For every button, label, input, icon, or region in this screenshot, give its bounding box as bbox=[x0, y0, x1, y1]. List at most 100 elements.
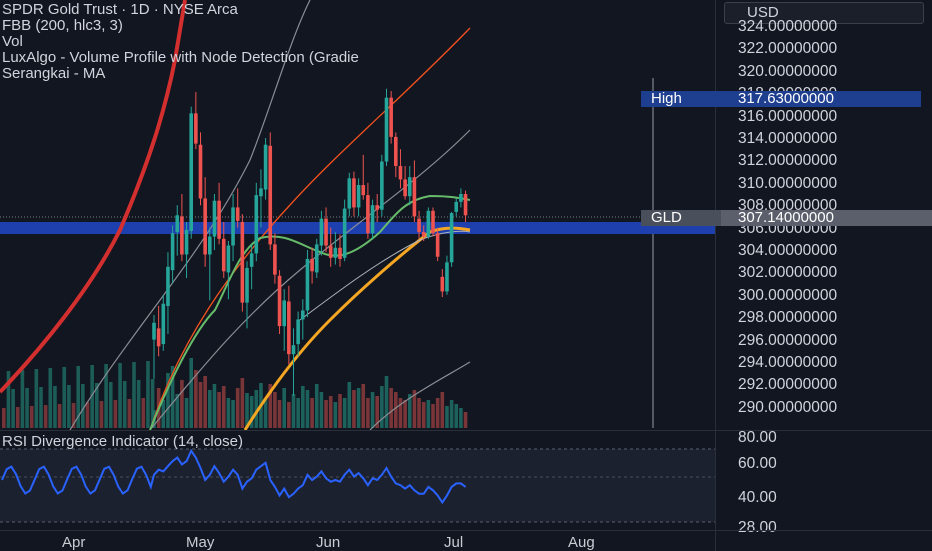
candle-body bbox=[180, 216, 184, 255]
indicator-fbb[interactable]: FBB (200, hlc3, 3) bbox=[2, 17, 123, 34]
volume-bar bbox=[2, 408, 6, 428]
candle bbox=[203, 177, 207, 267]
candle-body bbox=[235, 207, 240, 221]
candle-body bbox=[198, 144, 203, 199]
volume-bar bbox=[449, 400, 454, 428]
candle-body bbox=[152, 322, 156, 340]
volume-bar bbox=[166, 373, 170, 428]
volume-bar bbox=[310, 398, 314, 428]
price-tick-label: 308.00000000 bbox=[738, 197, 838, 215]
candle bbox=[407, 166, 412, 206]
candle-body bbox=[254, 195, 259, 254]
candle-body bbox=[166, 266, 170, 306]
candle bbox=[226, 241, 231, 300]
volume-bar bbox=[184, 398, 189, 428]
candle-body bbox=[226, 245, 231, 273]
volume-bar bbox=[180, 380, 184, 428]
volume-bar bbox=[34, 369, 39, 428]
volume-bar bbox=[352, 390, 356, 428]
candle bbox=[287, 285, 291, 365]
volume-bar bbox=[245, 393, 249, 428]
volume-bar bbox=[384, 376, 389, 428]
volume-bar bbox=[445, 406, 449, 428]
rsi-band-background bbox=[0, 449, 715, 522]
volume-bar bbox=[15, 407, 20, 428]
last-price-tag: GLD 307.14000000 bbox=[641, 210, 932, 226]
volume-bar bbox=[370, 392, 375, 428]
price-tick-label: 294.00000000 bbox=[738, 354, 838, 371]
high-label: High bbox=[651, 90, 682, 107]
rsi-title[interactable]: RSI Divergence Indicator (14, close) bbox=[2, 433, 243, 450]
time-tick-label: Apr bbox=[62, 534, 86, 551]
candle bbox=[375, 194, 379, 222]
candle bbox=[445, 255, 449, 295]
indicator-luxalgo[interactable]: LuxAlgo - Volume Profile with Node Detec… bbox=[2, 49, 359, 66]
volume-bar bbox=[356, 388, 361, 428]
candle bbox=[417, 210, 421, 239]
volume-bar bbox=[273, 392, 277, 428]
volume-bar bbox=[221, 386, 226, 428]
indicator-vol[interactable]: Vol bbox=[2, 33, 23, 50]
candle-body bbox=[380, 161, 384, 210]
price-tick-label: 312.00000000 bbox=[738, 152, 838, 170]
candle-body bbox=[435, 233, 440, 257]
volume-bar bbox=[435, 398, 440, 428]
volume-bar bbox=[108, 382, 113, 428]
last-value: 307.14000000 bbox=[721, 210, 932, 226]
volume-bar bbox=[389, 388, 393, 428]
candle-body bbox=[366, 195, 370, 234]
candle bbox=[412, 160, 417, 222]
candle bbox=[268, 132, 273, 250]
price-tick-label: 290.00000000 bbox=[738, 398, 838, 416]
volume-bar bbox=[146, 361, 150, 428]
volume-bar bbox=[282, 388, 286, 428]
volume-bar bbox=[43, 405, 48, 428]
candle-body bbox=[333, 247, 338, 258]
rsi-pane[interactable]: RSI Divergence Indicator (14, close) bbox=[0, 430, 715, 531]
volume-bar bbox=[394, 392, 398, 428]
candle bbox=[324, 207, 328, 253]
candle bbox=[394, 132, 398, 178]
candle bbox=[231, 194, 235, 262]
candle-body bbox=[217, 200, 221, 239]
candle bbox=[421, 225, 426, 242]
fbb-gray-lower bbox=[369, 361, 471, 430]
price-chart-pane[interactable]: SPDR Gold Trust · 1D · NYSE Arca FBB (20… bbox=[0, 0, 715, 430]
candle-body bbox=[273, 244, 277, 275]
candle-body bbox=[296, 319, 300, 345]
volume-bar bbox=[62, 367, 67, 428]
time-tick-label: May bbox=[186, 534, 215, 551]
candle bbox=[398, 149, 403, 189]
candle bbox=[352, 171, 356, 217]
rsi-chart-canvas[interactable] bbox=[0, 431, 715, 531]
price-chart-canvas[interactable] bbox=[0, 0, 715, 430]
candle bbox=[235, 188, 240, 228]
volume-bar bbox=[122, 381, 127, 428]
candle-body bbox=[459, 194, 463, 202]
price-axis[interactable]: USD 324.00000000 322.00000000 320.00000000… bbox=[641, 0, 932, 430]
price-tick-label: 324.00000000 bbox=[738, 18, 838, 35]
candle-body bbox=[287, 301, 291, 355]
volume-bar bbox=[11, 389, 15, 428]
price-tick-label: 300.00000000 bbox=[738, 286, 838, 304]
symbol-title[interactable]: SPDR Gold Trust · 1D · NYSE Arca bbox=[2, 1, 238, 18]
candle-body bbox=[398, 166, 403, 180]
currency-selector[interactable]: USD bbox=[724, 2, 924, 24]
candle-body bbox=[319, 218, 324, 246]
ma-gray-line bbox=[299, 230, 471, 321]
time-axis[interactable]: Apr May Jun Jul Aug bbox=[0, 530, 715, 551]
volume-bar bbox=[305, 390, 310, 428]
candle-body bbox=[175, 215, 180, 233]
candle bbox=[166, 252, 170, 334]
candle-body bbox=[431, 210, 435, 234]
volume-bar bbox=[194, 370, 198, 428]
candle bbox=[319, 210, 324, 256]
currency-label: USD bbox=[747, 4, 779, 21]
volume-bar bbox=[217, 392, 221, 428]
candle bbox=[389, 90, 393, 144]
candle-body bbox=[412, 177, 417, 217]
volume-bar bbox=[85, 402, 90, 428]
volume-bar bbox=[454, 404, 459, 428]
rsi-axis[interactable]: 80.00 60.00 40.00 28.00 bbox=[715, 429, 932, 536]
indicator-ma[interactable]: Serangkai - MA bbox=[2, 65, 106, 82]
